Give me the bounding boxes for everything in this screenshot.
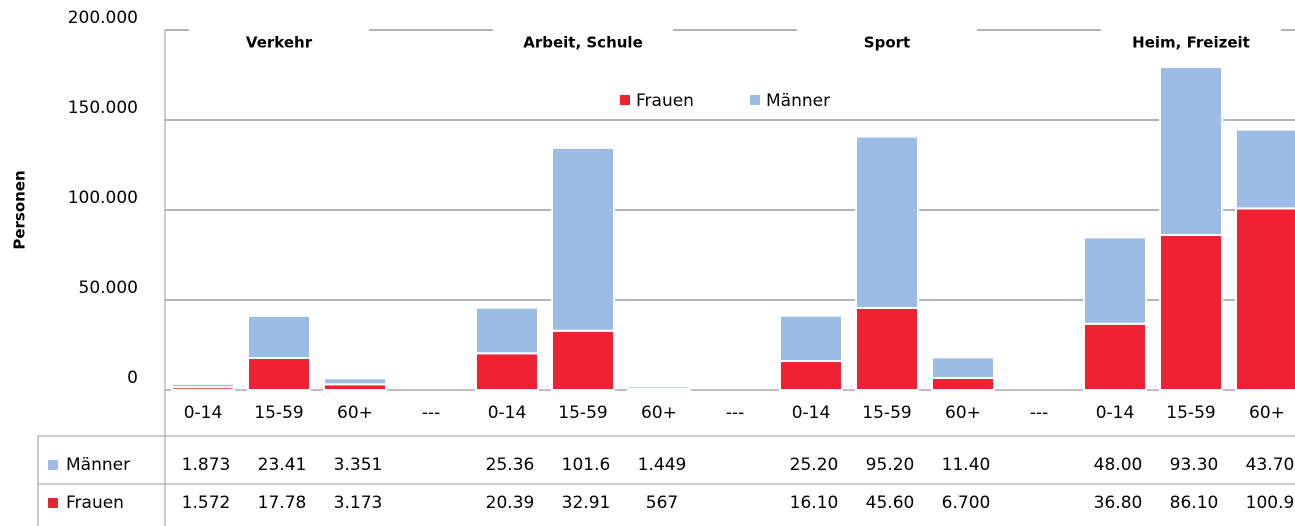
bar (475, 352, 539, 392)
table-cell: 567 (646, 493, 678, 513)
x-tick-label: 60+ (1249, 403, 1285, 423)
legend-swatch (750, 95, 760, 105)
table-cell: 86.10 (1170, 493, 1219, 513)
bar (931, 376, 995, 392)
table-cell: 6.700 (942, 493, 991, 513)
table-cell: 1.572 (182, 493, 231, 513)
x-tick-label: --- (726, 403, 744, 423)
bar (931, 356, 995, 379)
table-row-label: Frauen (66, 493, 124, 513)
group-label: Verkehr (246, 34, 313, 52)
x-tick-label: 60+ (945, 403, 981, 423)
group-label: Sport (864, 34, 910, 52)
table-cell: 1.449 (638, 455, 687, 475)
table-cell: 1.873 (182, 455, 231, 475)
bar (247, 314, 311, 359)
x-tick-label: 0-14 (792, 403, 831, 423)
table-cell: 25.36 (486, 455, 535, 475)
group-label-bg (189, 24, 369, 54)
x-tick-label: --- (422, 403, 440, 423)
y-tick-label: 200.000 (68, 8, 138, 28)
table-cell: 17.78 (258, 493, 307, 513)
bar (551, 146, 615, 332)
table-cell: 48.00 (1094, 455, 1143, 475)
table-cell: 20.39 (486, 493, 535, 513)
bar (1083, 322, 1147, 392)
legend-swatch (620, 95, 630, 105)
bar (323, 377, 387, 386)
table-cell: 16.10 (790, 493, 839, 513)
table-cell: 25.20 (790, 455, 839, 475)
bar (1235, 128, 1295, 210)
x-tick-label: 15-59 (254, 403, 303, 423)
bar (855, 135, 919, 309)
table-cell: 36.80 (1094, 493, 1143, 513)
bar (855, 306, 919, 392)
bar (627, 385, 691, 390)
x-tick-label: 0-14 (1096, 403, 1135, 423)
group-label-bg (797, 24, 977, 54)
x-tick-label: 0-14 (184, 403, 223, 423)
table-cell: 93.30 (1170, 455, 1219, 475)
y-tick-label: 50.000 (79, 278, 138, 298)
table-cell: 45.60 (866, 493, 915, 513)
bar (1083, 236, 1147, 325)
bar (475, 306, 539, 355)
table-cell: 43.70 (1246, 455, 1295, 475)
bar (247, 356, 311, 392)
table-cell: 32.91 (562, 493, 611, 513)
table-row-label: Männer (66, 455, 130, 475)
table-cell: 3.173 (334, 493, 383, 513)
bar (1159, 66, 1223, 237)
table-cell: 3.351 (334, 455, 383, 475)
table-cell: 101.6 (562, 455, 611, 475)
y-tick-label: 100.000 (68, 188, 138, 208)
x-tick-label: 15-59 (1166, 403, 1215, 423)
x-tick-label: 15-59 (862, 403, 911, 423)
group-label: Heim, Freizeit (1132, 34, 1250, 52)
table-swatch (48, 460, 58, 470)
table-cell: 95.20 (866, 455, 915, 475)
group-label-bg (1101, 24, 1281, 54)
bar (779, 314, 843, 363)
x-tick-label: 60+ (641, 403, 677, 423)
table-cell: 11.40 (942, 455, 991, 475)
bar (779, 360, 843, 391)
x-tick-label: 0-14 (488, 403, 527, 423)
y-tick-label: 150.000 (68, 98, 138, 118)
table-cell: 100.9 (1246, 493, 1295, 513)
legend-label: Frauen (636, 91, 694, 111)
table-swatch (48, 498, 58, 508)
y-axis-label: Personen (11, 170, 29, 249)
x-tick-label: --- (1030, 403, 1048, 423)
bar (551, 329, 615, 391)
x-tick-label: 15-59 (558, 403, 607, 423)
y-tick-label: 0 (127, 368, 138, 388)
table-cell: 23.41 (258, 455, 307, 475)
group-label-bg (493, 24, 673, 54)
bar (1235, 207, 1295, 391)
legend-label: Männer (766, 91, 830, 111)
bar (1159, 234, 1223, 391)
x-tick-label: 60+ (337, 403, 373, 423)
group-label: Arbeit, Schule (523, 34, 643, 52)
bar (171, 382, 235, 389)
